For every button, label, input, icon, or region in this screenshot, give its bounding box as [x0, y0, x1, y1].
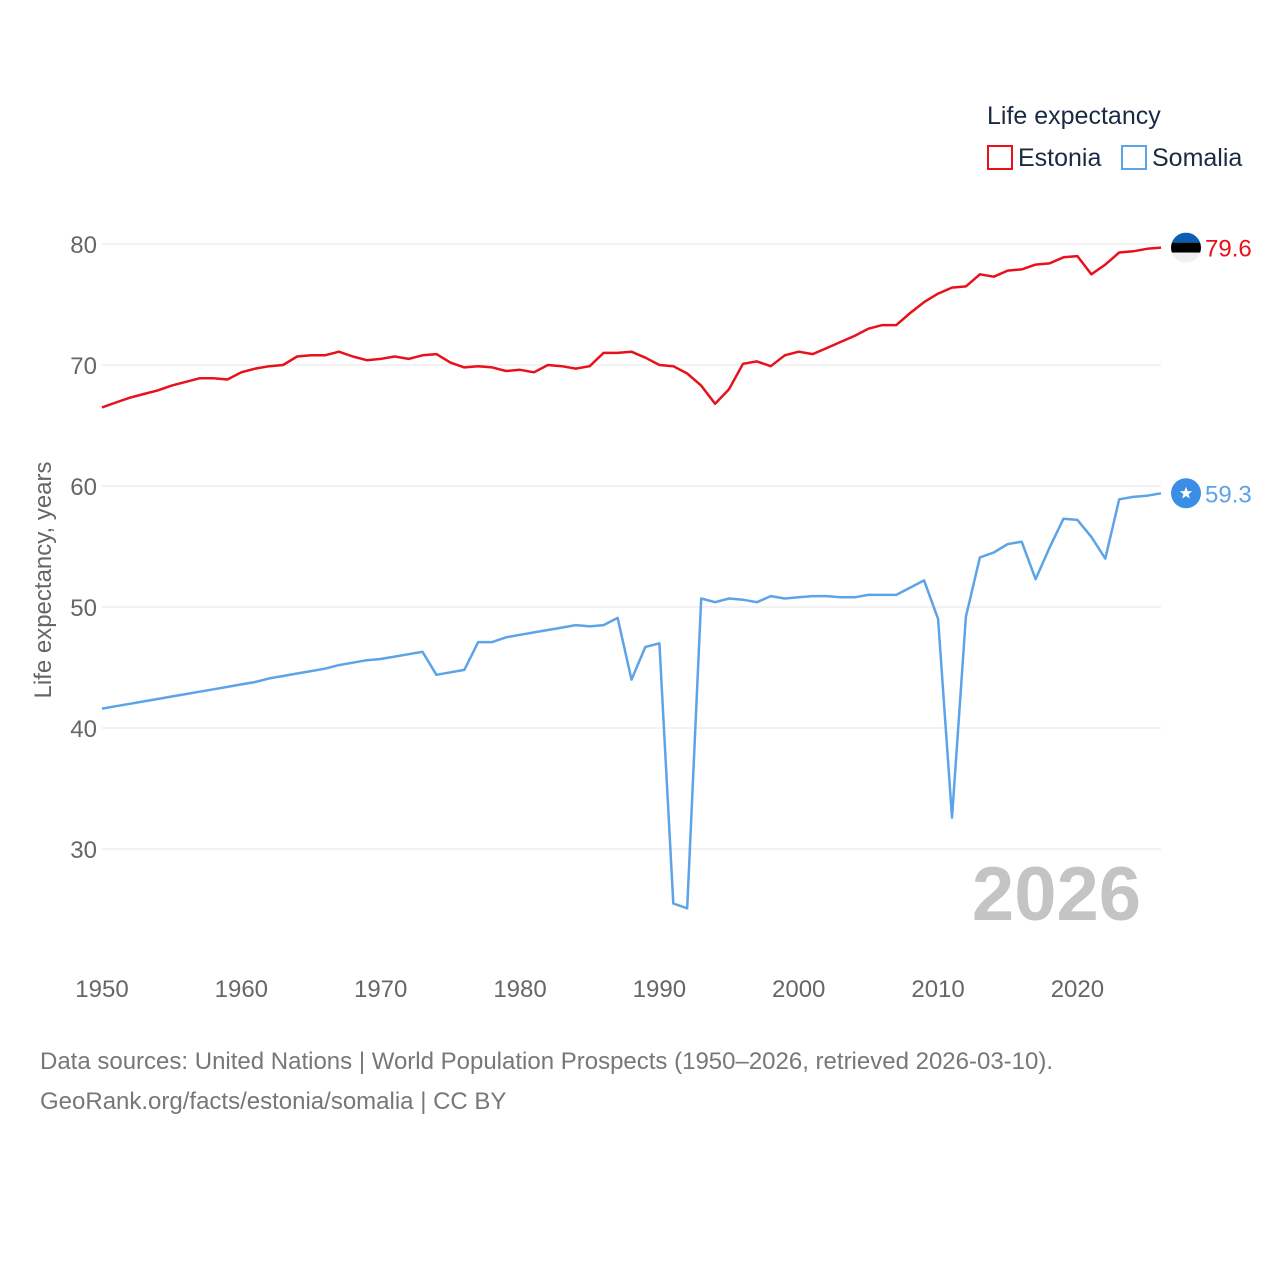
y-tick-label-30: 30 [70, 837, 97, 864]
x-tick-label-1990: 1990 [633, 976, 686, 1003]
end-value-label-somalia: 59.3 [1205, 481, 1252, 508]
series-line-somalia[interactable] [101, 492, 1162, 910]
end-value-label-estonia: 79.6 [1205, 236, 1252, 263]
x-tick-label-1980: 1980 [493, 976, 546, 1003]
y-axis-title: Life expectancy, years [30, 461, 57, 698]
legend-label-estonia[interactable]: Estonia [1018, 144, 1101, 172]
somalia-flag-icon [1171, 478, 1201, 509]
legend-label-somalia[interactable]: Somalia [1152, 144, 1242, 172]
y-tick-label-40: 40 [70, 716, 97, 743]
series-line-estonia[interactable] [101, 246, 1162, 409]
y-tick-label-70: 70 [70, 353, 97, 380]
legend-swatch-somalia[interactable] [1121, 145, 1147, 170]
y-axis-ticks: 30 40 50 60 70 80 [70, 232, 97, 864]
year-watermark: 2026 [972, 852, 1141, 937]
legend-title: Life expectancy [987, 102, 1161, 130]
line-chart: 30 40 50 60 70 80 1950 1960 1970 1980 1990 2000 201… [30, 102, 1252, 1003]
x-axis-ticks: 1950 1960 1970 1980 1990 2000 2010 2020 [75, 976, 1104, 1003]
y-tick-label-80: 80 [70, 232, 97, 259]
footer: Data sources: United Nations | World Pop… [40, 1042, 1053, 1122]
y-tick-label-50: 50 [70, 595, 97, 622]
series-end-markers: 79.6 59.3 [1171, 232, 1252, 509]
x-tick-label-1960: 1960 [215, 976, 268, 1003]
y-tick-label-60: 60 [70, 474, 97, 501]
x-tick-label-2000: 2000 [772, 976, 825, 1003]
legend: Life expectancy Estonia Somalia [987, 102, 1242, 172]
footer-link[interactable]: GeoRank.org/facts/estonia/somalia | CC B… [40, 1088, 507, 1115]
x-tick-label-1950: 1950 [75, 976, 128, 1003]
x-tick-label-2020: 2020 [1051, 976, 1104, 1003]
estonia-flag-icon [1171, 232, 1201, 263]
footer-source: Data sources: United Nations | World Pop… [40, 1048, 1054, 1075]
legend-swatch-estonia[interactable] [987, 145, 1013, 170]
series-lines [101, 246, 1162, 910]
x-tick-label-2010: 2010 [911, 976, 964, 1003]
x-tick-label-1970: 1970 [354, 976, 407, 1003]
